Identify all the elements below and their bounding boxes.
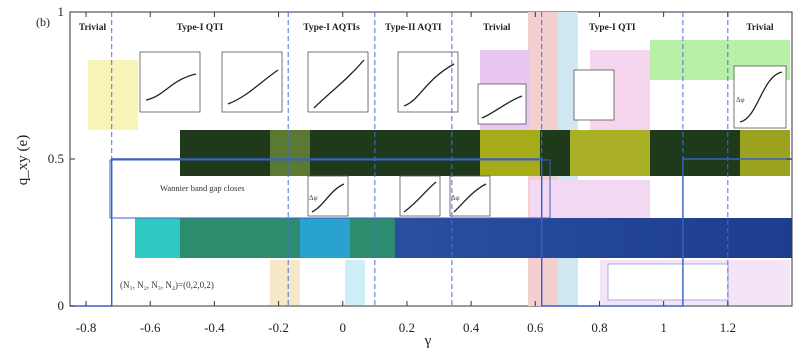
series-layer — [70, 158, 792, 307]
phase-labels: Trivial Type-I QTI Type-I AQTIs Type-II AQT… — [79, 23, 774, 33]
x-tick-label: -0.2 — [268, 320, 289, 335]
y-axis-label: q_xy (e) — [15, 135, 31, 185]
region-tint — [270, 260, 300, 305]
phase-label: Trivial — [746, 23, 774, 33]
phase-label: Type-I QTI — [589, 23, 636, 33]
inset-panel — [139, 51, 201, 113]
phase-label: Trivial — [79, 23, 107, 33]
region-tint — [345, 260, 365, 305]
dark-band-highlight — [480, 130, 540, 176]
x-axis-ticks: -0.8 -0.6 -0.4 -0.2 0 0.2 0.4 0.6 0.8 1 1.2 — [76, 12, 736, 335]
inset-curve — [311, 183, 345, 213]
phase-label: Type-I AQTIs — [303, 23, 360, 33]
inset-curve — [403, 181, 437, 213]
annotation-box — [109, 159, 551, 219]
inset-curve — [481, 95, 523, 119]
series-line — [70, 158, 792, 307]
region-tint — [530, 180, 650, 220]
inset-axis-label: Δφ — [736, 96, 745, 104]
x-tick-label: 0.6 — [527, 320, 544, 335]
teal-band-highlight — [135, 218, 180, 258]
inset-curve — [403, 63, 455, 107]
x-tick-label: 1 — [660, 320, 667, 335]
phase-label: Trivial — [483, 23, 511, 33]
x-tick-label: -0.8 — [76, 320, 97, 335]
inset-axis-label: Δφ — [309, 194, 318, 202]
inset-curve — [739, 71, 783, 123]
x-tick-label: 1.2 — [720, 320, 736, 335]
dark-band-highlight — [270, 130, 310, 176]
inset-curves — [145, 59, 783, 213]
y-tick-label: 0 — [58, 298, 65, 313]
texture-bands — [135, 130, 792, 258]
x-tick-label: 0.4 — [463, 320, 480, 335]
inset-panels — [139, 51, 787, 217]
inset-panel — [307, 51, 369, 113]
x-axis-label: γ — [424, 333, 432, 349]
inset-axis-label: Δφ — [451, 194, 460, 202]
annotation-numbers: (N₁, N₂, N₃, N₄)=(0,2,0,2) — [120, 280, 214, 290]
teal-band-highlight — [300, 218, 350, 258]
y-tick-label: 0.5 — [48, 151, 64, 166]
blue-band — [395, 218, 792, 258]
inset-panel — [573, 69, 615, 121]
annotation-box — [607, 263, 729, 301]
inset-panel — [397, 51, 459, 113]
dark-band-highlight — [570, 130, 650, 176]
annotation-wannier: Wannier band gap closes — [160, 183, 245, 193]
inset-curve — [453, 183, 487, 213]
region-tint — [88, 60, 138, 130]
inset-panel — [307, 175, 349, 217]
inset-curve — [313, 59, 365, 109]
y-tick-label: 1 — [58, 4, 65, 19]
phase-label: Type-I QTI — [177, 23, 224, 33]
inset-panel — [477, 83, 527, 125]
dark-band-highlight — [740, 130, 790, 176]
y-axis-ticks: 00.51 — [48, 4, 792, 313]
inset-curve — [227, 69, 279, 105]
x-tick-label: -0.4 — [204, 320, 225, 335]
inset-curve — [145, 73, 197, 101]
panel-label: (b) — [36, 15, 50, 29]
x-tick-label: -0.6 — [140, 320, 161, 335]
x-tick-label: 0.8 — [591, 320, 607, 335]
x-tick-label: 0 — [340, 320, 347, 335]
phase-label: Type-II AQTI — [385, 23, 442, 33]
x-tick-label: 0.2 — [399, 320, 415, 335]
